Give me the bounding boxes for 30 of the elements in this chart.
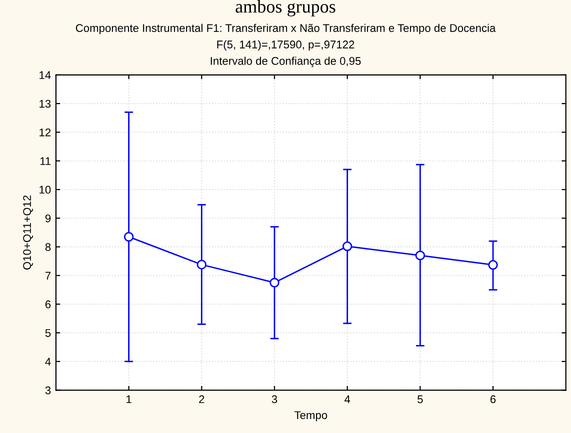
y-tick-label: 5 [45,329,51,337]
y-tick-label: 14 [40,71,51,79]
y-tick-label: 12 [40,128,51,136]
text: ambos grupos [236,0,336,16]
point [342,241,352,252]
point [124,232,134,242]
y-tick-label: 6 [45,300,51,308]
point [196,260,207,270]
y-axis-title: Q10+Q11+Q12 [23,195,33,270]
x-tick-label: 4 [344,395,350,404]
x-axis-title: Tempo [294,411,328,422]
y-tick-label: 7 [45,272,51,280]
y-tick-label: 13 [40,100,51,108]
y-tick-label: 3 [45,386,51,394]
chart-subtitle: F(5, 141)=,17590, p=,97122 [217,40,354,51]
x-tick-label: 3 [272,395,278,404]
y-tick-label: 9 [45,214,51,222]
point [270,278,280,288]
x-tick-label: 2 [199,395,204,404]
y-tick-label: 10 [40,186,51,194]
x-tick-label: 1 [126,395,132,404]
text: Intervalo de Confiança de 0,95 [210,56,361,68]
y-tick-label: 4 [45,358,51,366]
point [488,260,498,270]
y-tick-label: 11 [40,157,51,165]
x-tick-label: 5 [418,395,423,404]
y-tick-label: 8 [45,243,51,251]
chart-title: Componente Instrumental F1: Transferiram x Não Transferiram e Tempo de Docencia [76,24,496,34]
x-tick-label: 6 [490,395,496,404]
point [415,250,426,260]
